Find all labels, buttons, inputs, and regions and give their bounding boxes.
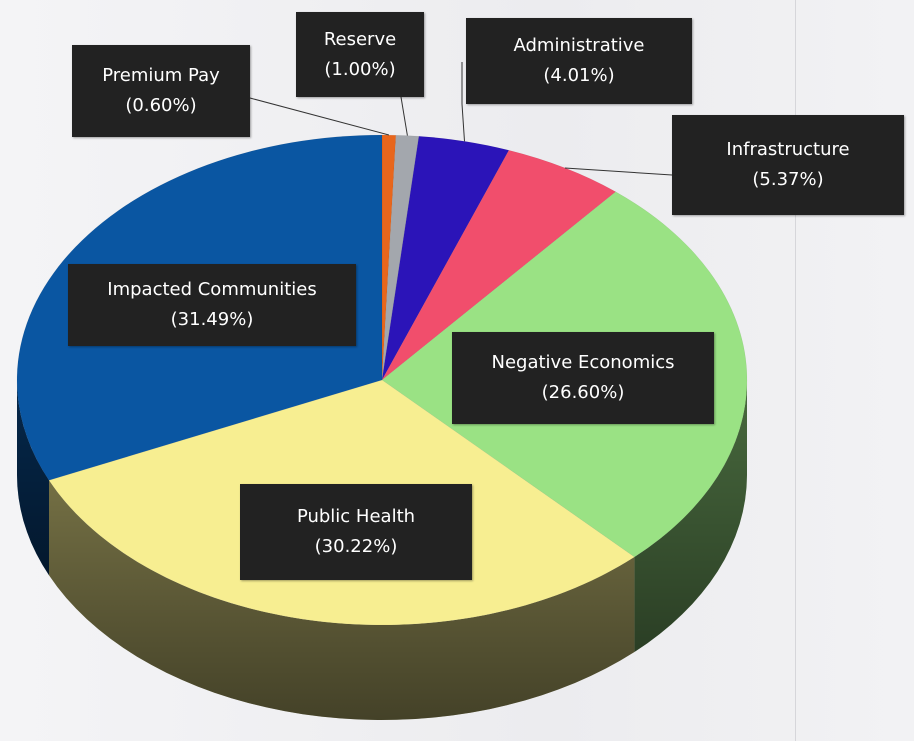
slice-name: Reserve bbox=[323, 28, 397, 50]
slice-label-public-health: Public Health (30.22%) bbox=[240, 484, 472, 580]
leader-line-premium-pay bbox=[249, 97, 390, 136]
slice-percent: (1.00%) bbox=[324, 58, 396, 80]
side-shade-public-health bbox=[49, 480, 635, 720]
leader-lines bbox=[249, 62, 673, 176]
slice-premium-pay bbox=[381, 134, 397, 381]
leader-line-reserve bbox=[400, 96, 408, 136]
slice-name: Premium Pay bbox=[102, 65, 220, 86]
slice-percent: (4.01%) bbox=[543, 65, 615, 86]
slice-name: Administrative bbox=[513, 35, 645, 56]
slice-percent: (26.60%) bbox=[541, 382, 625, 403]
slice-percent: (5.37%) bbox=[752, 169, 824, 190]
pie-depth-sides bbox=[17, 380, 747, 720]
leader-line-infrastructure bbox=[564, 167, 673, 176]
slice-percent: (0.60%) bbox=[125, 95, 197, 116]
side-shade-negative-economics bbox=[634, 380, 747, 652]
slice-name: Infrastructure bbox=[726, 139, 850, 160]
slice-administrative bbox=[381, 136, 510, 381]
side-shade-impacted-communities bbox=[17, 380, 49, 576]
slice-label-impacted-communities: Impacted Communities (31.49%) bbox=[68, 264, 356, 346]
slice-label-reserve: Reserve (1.00%) bbox=[296, 12, 424, 97]
slice-label-negative-economics: Negative Economics (26.60%) bbox=[452, 332, 714, 424]
leader-line-administrative bbox=[461, 62, 465, 142]
slice-reserve bbox=[381, 134, 420, 381]
slice-name: Negative Economics bbox=[491, 352, 675, 373]
slice-label-premium-pay: Premium Pay (0.60%) bbox=[72, 45, 250, 137]
slice-percent: (31.49%) bbox=[170, 309, 254, 330]
slice-label-administrative: Administrative (4.01%) bbox=[466, 18, 692, 104]
slice-percent: (30.22%) bbox=[314, 536, 398, 557]
slice-name: Impacted Communities bbox=[107, 279, 317, 300]
frame-divider bbox=[795, 0, 796, 741]
slice-label-infrastructure: Infrastructure (5.37%) bbox=[672, 115, 904, 215]
slice-name: Public Health bbox=[296, 506, 416, 527]
